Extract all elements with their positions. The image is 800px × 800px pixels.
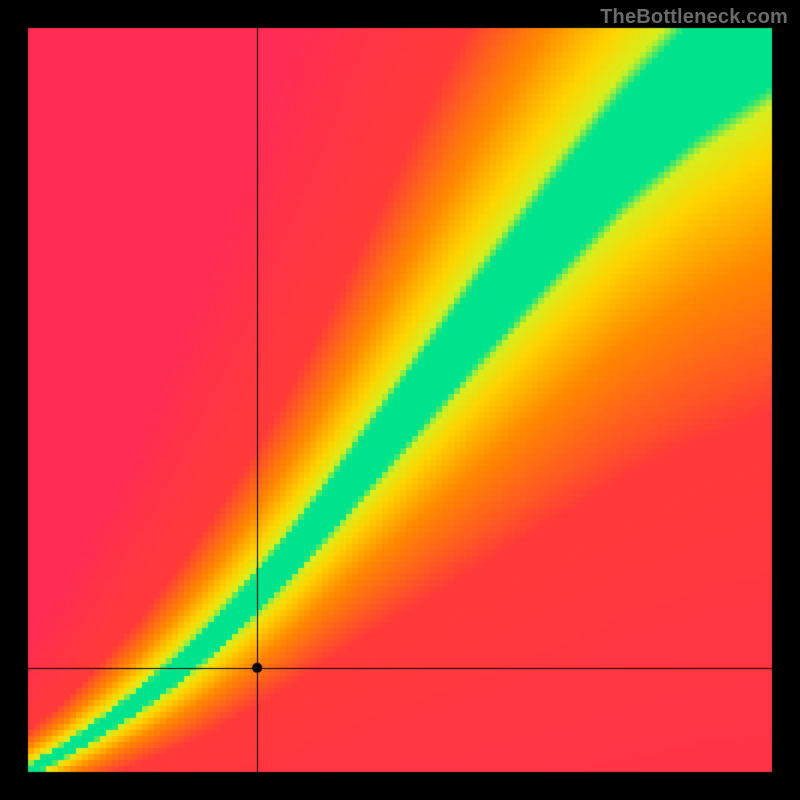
chart-container: TheBottleneck.com bbox=[0, 0, 800, 800]
watermark-text: TheBottleneck.com bbox=[600, 6, 788, 29]
bottleneck-heatmap bbox=[0, 0, 800, 800]
